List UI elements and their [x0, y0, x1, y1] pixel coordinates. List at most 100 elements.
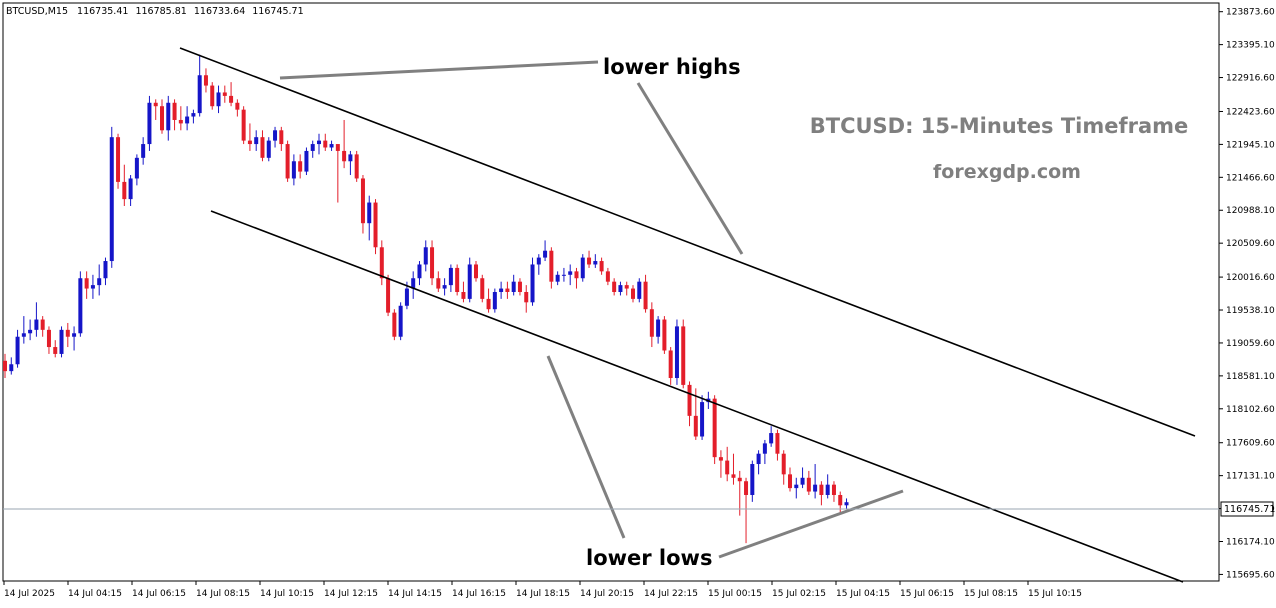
candle[interactable]: [373, 199, 378, 255]
candle[interactable]: [21, 316, 26, 344]
candle[interactable]: [203, 68, 208, 93]
candle[interactable]: [517, 278, 522, 296]
candle[interactable]: [97, 264, 102, 296]
candle[interactable]: [618, 281, 623, 296]
candle[interactable]: [122, 164, 127, 206]
candle[interactable]: [781, 450, 786, 485]
candle[interactable]: [549, 247, 554, 289]
candle[interactable]: [229, 82, 234, 107]
candle[interactable]: [467, 257, 472, 303]
candle[interactable]: [486, 288, 491, 313]
candle[interactable]: [285, 140, 290, 182]
candle[interactable]: [712, 395, 717, 465]
candle[interactable]: [806, 470, 811, 495]
candle[interactable]: [141, 137, 146, 165]
candle[interactable]: [605, 267, 610, 286]
candle[interactable]: [72, 326, 77, 351]
candle[interactable]: [580, 254, 585, 282]
candle[interactable]: [693, 388, 698, 440]
candle[interactable]: [317, 133, 321, 155]
candle[interactable]: [323, 133, 328, 151]
candle[interactable]: [392, 309, 397, 341]
lower-channel-line[interactable]: [210, 210, 1184, 583]
candle[interactable]: [59, 326, 64, 358]
candle[interactable]: [147, 95, 152, 151]
candle[interactable]: [687, 381, 692, 427]
candle[interactable]: [788, 467, 792, 492]
candle[interactable]: [794, 477, 799, 499]
candle[interactable]: [153, 99, 158, 120]
candle[interactable]: [844, 498, 849, 509]
candle[interactable]: [536, 254, 541, 275]
candle[interactable]: [769, 426, 774, 447]
candle[interactable]: [304, 147, 309, 176]
candle[interactable]: [78, 271, 83, 337]
candle[interactable]: [266, 137, 271, 162]
candle[interactable]: [530, 257, 535, 306]
candle[interactable]: [216, 85, 221, 114]
candle[interactable]: [46, 326, 51, 354]
candle[interactable]: [561, 267, 566, 282]
candle[interactable]: [197, 54, 202, 117]
candle[interactable]: [411, 271, 416, 299]
candle[interactable]: [430, 240, 435, 286]
candle[interactable]: [750, 460, 755, 502]
candle[interactable]: [15, 329, 20, 368]
candle[interactable]: [524, 285, 529, 313]
candle[interactable]: [555, 271, 560, 286]
candle[interactable]: [360, 175, 365, 234]
candle[interactable]: [109, 126, 114, 268]
candle[interactable]: [681, 319, 686, 389]
candle[interactable]: [191, 109, 196, 124]
candle[interactable]: [825, 474, 830, 499]
candle[interactable]: [335, 144, 340, 203]
candle[interactable]: [166, 95, 171, 141]
candle[interactable]: [354, 150, 359, 182]
candle[interactable]: [28, 319, 33, 341]
candle[interactable]: [700, 395, 705, 440]
candle[interactable]: [260, 130, 265, 162]
candle[interactable]: [455, 264, 460, 296]
candle[interactable]: [254, 130, 259, 151]
candle[interactable]: [474, 261, 478, 282]
candle[interactable]: [329, 140, 334, 151]
candle[interactable]: [831, 481, 836, 502]
candle[interactable]: [247, 123, 252, 151]
candle[interactable]: [762, 439, 767, 465]
candle[interactable]: [65, 322, 70, 348]
candle[interactable]: [134, 154, 139, 186]
candle[interactable]: [417, 261, 422, 286]
candle[interactable]: [800, 467, 805, 489]
candle[interactable]: [367, 195, 372, 241]
candle[interactable]: [241, 106, 246, 145]
candle[interactable]: [668, 347, 673, 385]
candle[interactable]: [172, 99, 177, 131]
candle[interactable]: [178, 106, 183, 131]
candle[interactable]: [128, 175, 133, 206]
candle[interactable]: [279, 126, 284, 151]
candle[interactable]: [235, 99, 240, 117]
candle[interactable]: [718, 450, 723, 478]
candle[interactable]: [398, 302, 403, 341]
candle[interactable]: [90, 274, 95, 299]
candle[interactable]: [185, 106, 190, 131]
candle[interactable]: [568, 264, 573, 286]
candle[interactable]: [656, 316, 661, 344]
candle[interactable]: [499, 281, 504, 299]
candle[interactable]: [480, 274, 485, 303]
candle[interactable]: [599, 257, 604, 275]
candle[interactable]: [291, 154, 296, 186]
candle[interactable]: [492, 288, 497, 313]
candle[interactable]: [40, 316, 45, 337]
candle[interactable]: [731, 453, 736, 485]
candle[interactable]: [461, 281, 466, 303]
candle[interactable]: [631, 285, 635, 303]
candle[interactable]: [511, 274, 516, 296]
candle[interactable]: [342, 119, 347, 169]
candle[interactable]: [386, 274, 391, 317]
candle[interactable]: [649, 302, 654, 348]
candle[interactable]: [116, 133, 121, 189]
candle[interactable]: [725, 446, 730, 482]
candle[interactable]: [273, 126, 278, 148]
candle[interactable]: [160, 99, 164, 134]
